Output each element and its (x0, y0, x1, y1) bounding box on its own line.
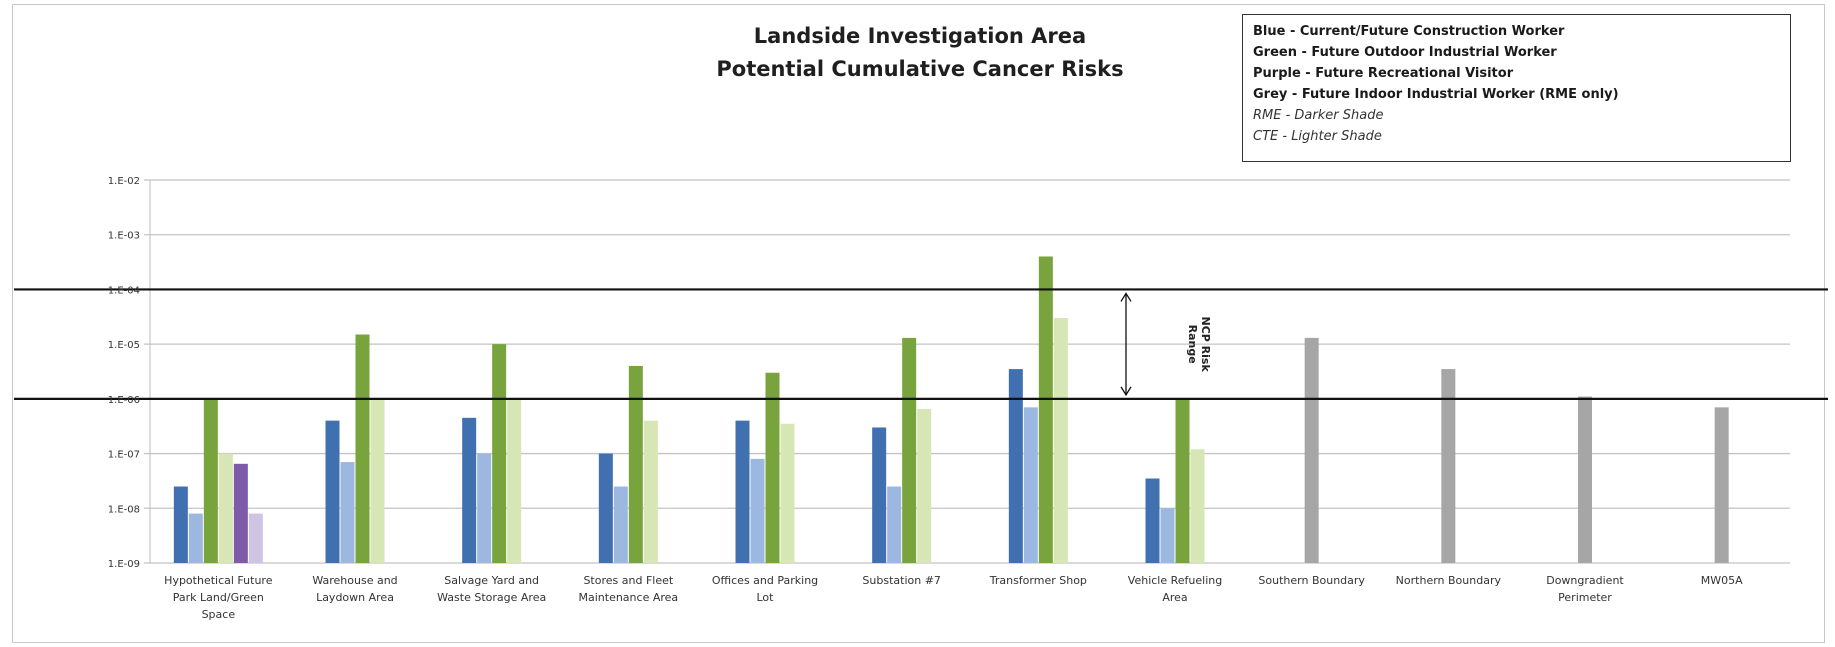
y-tick-label: 1.E-09 (108, 559, 140, 570)
bar-blue_cte (613, 486, 628, 563)
ncp-label-line: NCP Risk (1199, 317, 1212, 373)
x-category-label: Substation #7 (862, 574, 941, 587)
bar-blue_rme (173, 486, 188, 563)
legend-box: Blue - Current/Future Construction Worke… (1242, 14, 1791, 162)
bar-green_cte (917, 409, 932, 563)
legend-entry-grey: Grey - Future Indoor Industrial Worker (… (1253, 87, 1619, 102)
y-tick-label: 1.E-05 (108, 340, 140, 351)
bar-blue_rme (325, 420, 340, 563)
x-category-label: Northern Boundary (1396, 574, 1502, 587)
bar-green_cte (643, 420, 658, 563)
x-category-label: Space (202, 608, 236, 621)
bar-blue_rme (1145, 478, 1160, 563)
x-category-label: Lot (757, 591, 775, 604)
bar-blue_cte (887, 486, 902, 563)
x-category-label: Maintenance Area (579, 591, 679, 604)
bar-blue_cte (188, 513, 203, 563)
bars-layer (173, 256, 1729, 563)
bar-grey_rme (1578, 396, 1592, 563)
bar-green_cte (507, 398, 522, 563)
labels-layer: 1.E-09 1.E-08 1.E-07 1.E-06 1.E-05 1.E-04 1.E-… (108, 176, 1743, 621)
bar-green_cte (370, 398, 385, 563)
bar-green_rme (355, 334, 370, 563)
bar-blue_cte (340, 462, 355, 563)
bar-green_cte (780, 423, 795, 563)
legend-entry-cte: CTE - Lighter Shade (1253, 129, 1382, 144)
bar-blue_cte (750, 458, 765, 563)
bar-grey_rme (1304, 337, 1319, 563)
bar-blue_cte (1023, 407, 1038, 563)
bar-grey_rme (1441, 369, 1456, 563)
ncp-arrowhead-bottom (1120, 386, 1132, 397)
bar-blue_rme (1008, 369, 1023, 563)
y-tick-label: 1.E-08 (108, 504, 140, 515)
x-category-label: Vehicle Refueling (1128, 574, 1222, 587)
bar-green_rme (765, 372, 780, 563)
bar-green_rme (1175, 398, 1190, 563)
y-tick-label: 1.E-02 (108, 176, 140, 187)
legend-entry-blue: Blue - Current/Future Construction Worke… (1253, 24, 1565, 39)
x-category-label: Offices and Parking (712, 574, 818, 587)
x-category-label: Waste Storage Area (437, 591, 546, 604)
grid-layer (144, 179, 1790, 564)
x-category-label: Stores and Fleet (583, 574, 673, 587)
bar-blue_rme (872, 427, 887, 563)
bar-blue_cte (477, 453, 492, 563)
bar-green_rme (902, 337, 917, 563)
ncp-arrowhead-top (1120, 292, 1132, 302)
y-tick-label: 1.E-07 (108, 450, 140, 461)
y-tick-label: 1.E-06 (108, 395, 140, 406)
x-category-label: Salvage Yard and (444, 574, 539, 587)
x-category-label: Transformer Shop (989, 574, 1087, 587)
x-category-label: Area (1162, 591, 1187, 604)
legend-entry-purple: Purple - Future Recreational Visitor (1253, 66, 1514, 81)
bar-blue_rme (598, 453, 613, 563)
bar-grey_rme (1714, 407, 1729, 563)
chart-title-line-2: Potential Cumulative Cancer Risks (716, 57, 1123, 81)
reference-lines-layer (14, 288, 1828, 400)
legend-entry-rme: RME - Darker Shade (1253, 108, 1384, 123)
y-tick-label: 1.E-04 (108, 285, 140, 296)
x-category-label: Perimeter (1558, 591, 1612, 604)
bar-green_cte (218, 453, 233, 563)
x-category-label: Laydown Area (316, 591, 394, 604)
y-tick-label: 1.E-03 (108, 231, 140, 242)
x-category-label: Southern Boundary (1258, 574, 1365, 587)
chart-title-line-1: Landside Investigation Area (754, 24, 1086, 48)
bar-green_rme (1038, 256, 1053, 563)
x-category-label: Park Land/Green (173, 591, 264, 604)
bar-green_cte (1053, 318, 1068, 563)
bar-green_cte (1190, 449, 1205, 563)
bar-purple_cte (248, 513, 263, 563)
x-category-label: Hypothetical Future (164, 574, 273, 587)
bar-blue_cte (1160, 508, 1175, 563)
bar-blue_rme (462, 417, 477, 563)
x-category-label: Downgradient (1546, 574, 1624, 587)
bar-blue_rme (735, 420, 750, 563)
legend-entry-green: Green - Future Outdoor Industrial Worker (1253, 45, 1557, 60)
x-category-label: MW05A (1701, 574, 1743, 587)
bar-purple_rme (233, 463, 248, 563)
bar-green_rme (492, 344, 507, 563)
bar-green_rme (203, 398, 218, 563)
x-category-label: Warehouse and (312, 574, 397, 587)
ncp-label-line: Range (1186, 325, 1199, 364)
bar-green_rme (628, 365, 643, 563)
